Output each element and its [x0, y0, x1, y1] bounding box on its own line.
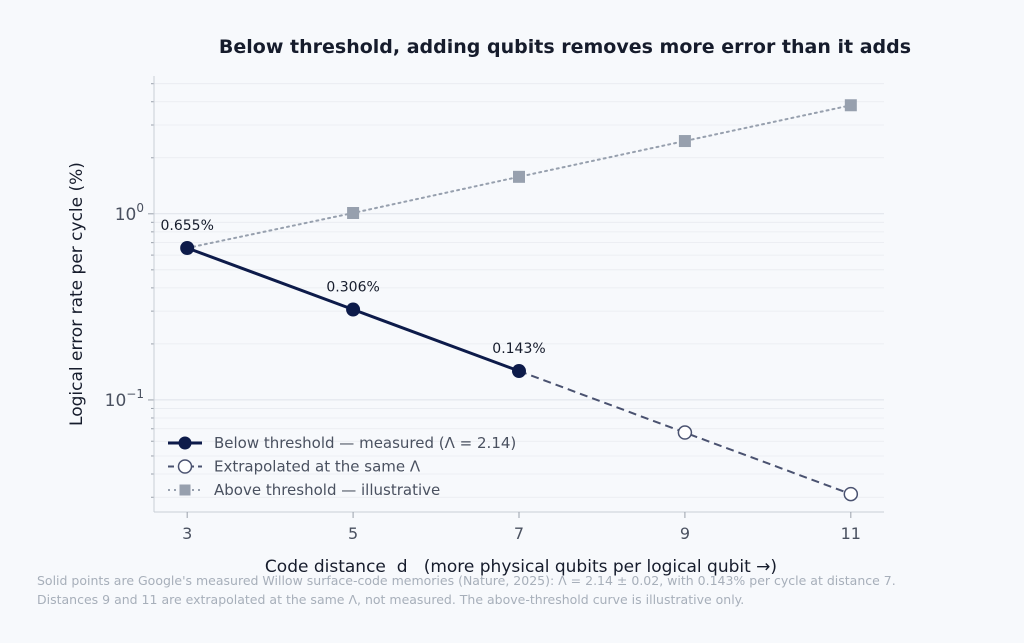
chart-title: Below threshold, adding qubits removes m… — [219, 36, 911, 58]
data-point — [346, 302, 361, 317]
grid-lines — [154, 83, 884, 498]
x-tick-label: 11 — [841, 524, 861, 543]
legend-label: Above threshold — illustrative — [214, 481, 440, 499]
data-point — [177, 459, 193, 474]
data-point — [179, 484, 191, 496]
data-point — [678, 135, 691, 148]
axes: 3 5 7 9 11 10−1 100 — [105, 76, 884, 543]
x-tick-label: 5 — [348, 524, 358, 543]
annotation-layer: 0.655% 0.306% 0.143% — [160, 218, 545, 357]
x-tick-label: 3 — [182, 524, 192, 543]
data-point — [180, 241, 195, 256]
x-axis-label: Code distance d (more physical qubits pe… — [265, 557, 777, 577]
data-point — [843, 486, 859, 502]
series-layer — [180, 99, 859, 502]
data-label: 0.306% — [326, 280, 379, 296]
footnote-line-1: Solid points are Google's measured Willo… — [37, 573, 896, 588]
data-point — [844, 99, 857, 112]
footnote-line-2: Distances 9 and 11 are extrapolated at t… — [37, 592, 745, 607]
series-line — [186, 104, 852, 249]
legend-label: Below threshold — measured (Λ = 2.14) — [214, 434, 516, 452]
data-point — [347, 207, 360, 220]
legend-label: Extrapolated at the same Λ — [214, 458, 421, 476]
data-label: 0.655% — [160, 218, 213, 234]
data-point — [677, 425, 693, 440]
x-tick-label: 7 — [514, 524, 524, 543]
x-tick-label: 9 — [680, 524, 690, 543]
data-point — [513, 170, 525, 183]
data-label: 0.143% — [492, 341, 545, 357]
y-axis-label: Logical error rate per cycle (%) — [67, 162, 87, 426]
data-point — [178, 436, 192, 450]
y-tick-label: 10−1 — [105, 387, 144, 411]
y-tick-label: 100 — [115, 201, 144, 225]
data-point — [512, 364, 526, 379]
legend: Below threshold — measured (Λ = 2.14) Ext… — [168, 434, 516, 499]
